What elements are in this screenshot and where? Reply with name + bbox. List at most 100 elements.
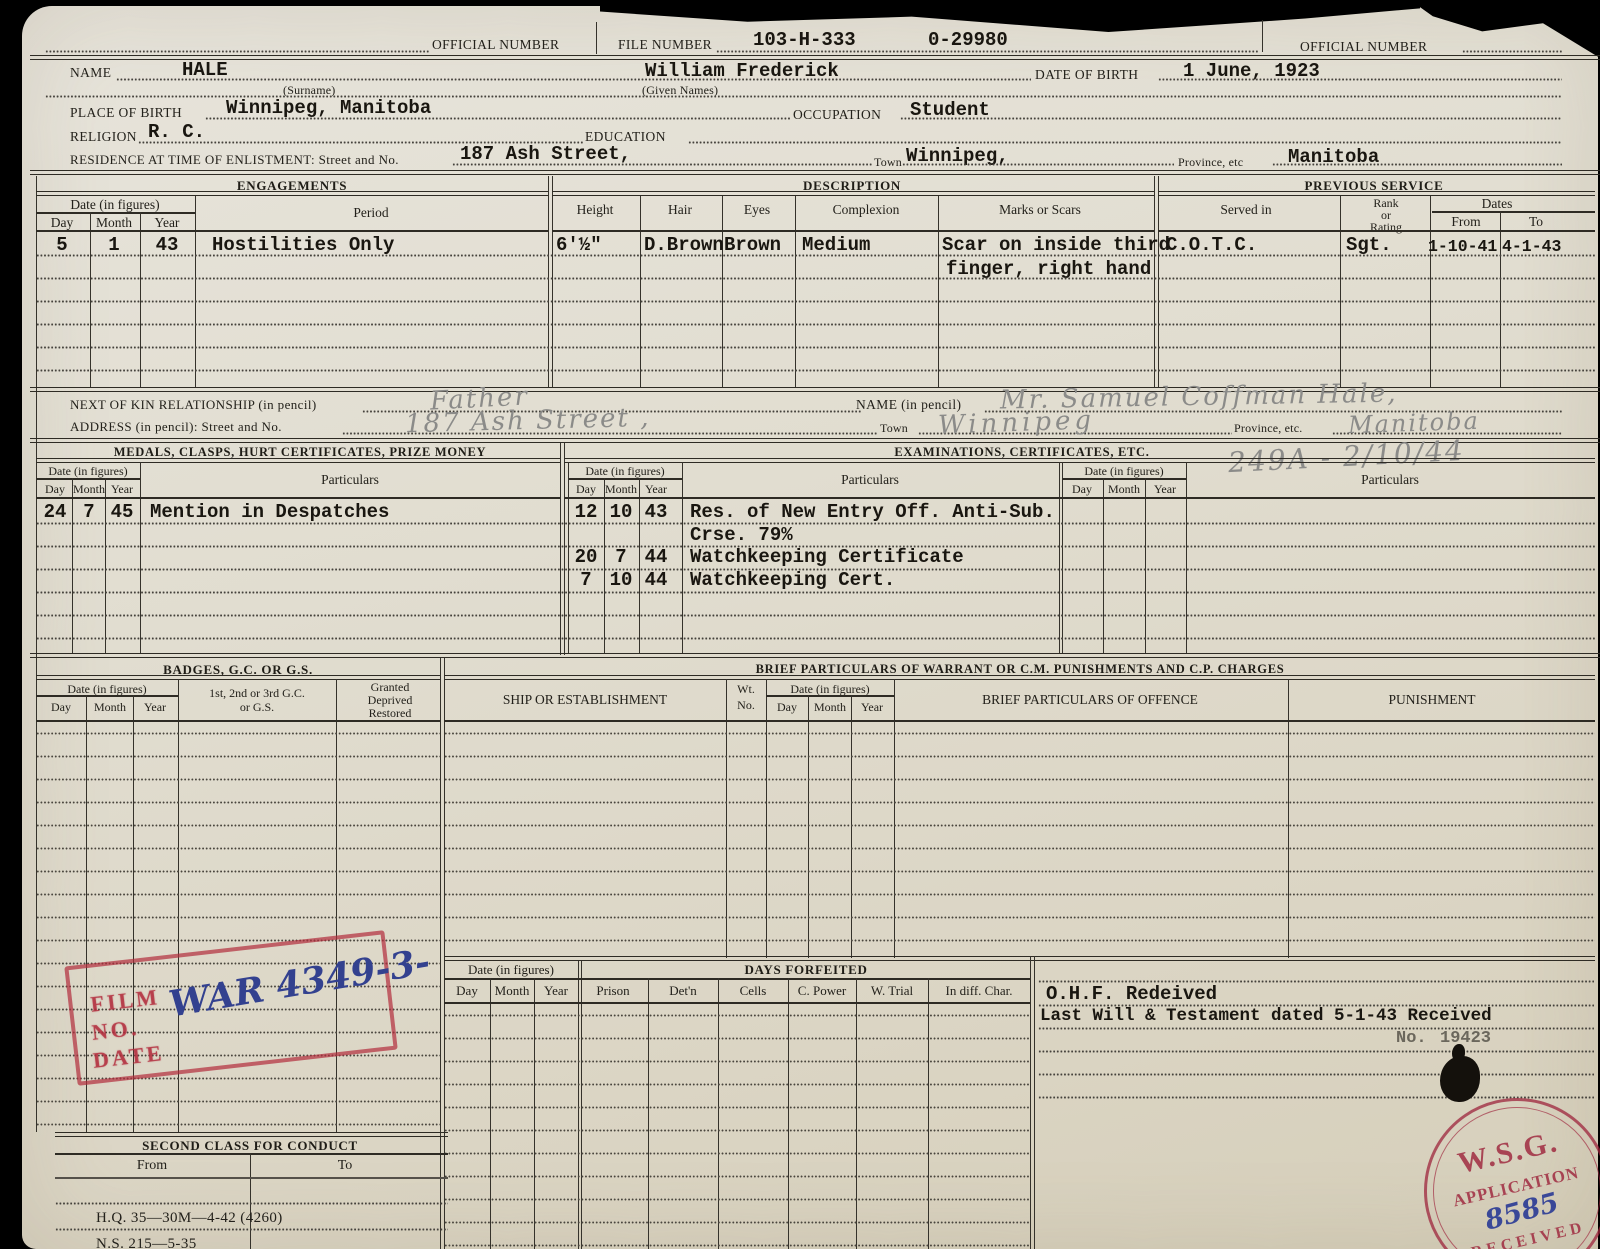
divider [548,176,550,388]
medal-day: 24 [43,501,67,523]
year-header: Year [860,700,884,714]
marks-value-line1: Scar on inside third [942,234,1171,256]
divider [551,176,553,388]
dotted-line [1158,78,1562,81]
dotted-line [918,432,1232,435]
day-header: Day [777,700,797,714]
second-class-title: SECOND CLASS FOR CONDUCT [142,1138,358,1153]
height-header: Height [576,202,614,217]
rule [30,55,1600,60]
month-header: Month [95,215,133,230]
rule [568,478,682,480]
column-line [640,196,642,388]
rule [36,458,560,463]
rule [36,478,140,480]
occupation-value: Student [910,99,990,121]
town-label: Town [874,155,902,169]
dotted-row [36,300,1596,303]
marks-value-line2: finger, right hand [946,258,1152,280]
ink-blot [1452,1044,1465,1062]
will-no-value: 19423 [1440,1029,1492,1048]
rule [1432,211,1595,213]
days-forfeited-title: DAYS FORFEITED [744,962,868,977]
engagement-month: 1 [108,234,120,256]
to-header: To [337,1158,353,1173]
column-line [105,478,107,654]
column-line [1145,478,1147,654]
rank-value: Sgt. [1346,234,1392,256]
column-line [722,196,724,388]
description-title: DESCRIPTION [803,178,901,193]
complexion-value: Medium [802,234,871,256]
divider [1058,462,1060,654]
month-header: Month [72,482,106,496]
day-header: Day [1072,482,1092,496]
dotted-row [36,614,1596,617]
dotted-line [45,50,430,53]
column-line [1500,211,1502,388]
granted-header-3: Restored [368,706,412,720]
column-line [72,478,74,654]
province-value: Manitoba [1288,146,1380,168]
served-in-value: C.O.T.C. [1166,234,1258,256]
nok-address-value: 187 Ash Street , [404,402,651,440]
offence-header: BRIEF PARTICULARS OF OFFENCE [982,692,1198,707]
column-line [604,478,606,654]
rule [552,191,1154,196]
hair-header: Hair [668,202,692,217]
year-header: Year [110,482,134,496]
religion-value: R. C. [148,121,206,143]
dotted-line [688,141,1562,144]
engagements-date-header: Date (in figures) [70,197,160,212]
rule [30,438,1600,443]
medals-particulars-header: Particulars [321,472,379,487]
rule [30,170,1600,175]
official-number-left-label: OFFICIAL NUMBER [432,37,560,52]
nok-name-label: NAME (in pencil) [856,397,962,412]
dotted-row [36,522,1596,525]
divider [1030,956,1032,1249]
rule [36,497,560,499]
film-number-handwriting: WAR 4349-3- [165,940,433,1026]
surname-caption: (Surname) [283,83,336,97]
year-header: Year [544,983,568,998]
date-of-birth-label: DATE OF BIRTH [1035,67,1139,82]
rule [55,1153,448,1155]
engagement-year: 43 [155,234,179,256]
punishment-header: PUNISHMENT [1388,692,1476,707]
ship-header: SHIP OR ESTABLISHMENT [502,692,668,707]
year-header: Year [143,700,167,714]
day-header: Day [51,700,71,714]
month-header: Month [813,700,847,714]
will-no-label: No. [1396,1029,1427,1048]
column-line [195,196,197,388]
exam-particulars: Res. of New Entry Off. Anti-Sub. [690,501,1055,523]
c-power-header: C. Power [797,983,847,998]
divider [1154,176,1156,388]
dotted-line [138,141,583,144]
exam-particulars: Crse. 79% [690,524,793,546]
film-stamp-film-label: FILM [89,984,162,1017]
engagement-day: 5 [56,234,68,256]
exam-month: 10 [609,569,633,591]
year-header: Year [154,215,180,230]
rule [36,675,440,680]
examinations-title: EXAMINATIONS, CERTIFICATES, ETC. [894,445,1150,459]
ink-blot [1440,1056,1480,1102]
cells-header: Cells [739,983,767,998]
rule [1062,478,1186,480]
dotted-line [1038,1027,1594,1030]
month-header: Month [494,983,530,998]
surname-value: HALE [182,59,228,81]
dotted-line [1038,980,1594,983]
dotted-line [342,432,878,435]
month-header: Month [1107,482,1141,496]
ohf-note: O.H.F. Redeived [1046,983,1218,1005]
rank-header-1: Rank [1373,196,1399,210]
engagement-period: Hostilities Only [212,234,395,256]
form-number: H.Q. 35—30M—4-42 (4260) [96,1210,283,1226]
detention-header: Det'n [669,983,697,998]
rule [1158,191,1595,196]
nok-town-label: Town [880,421,908,435]
